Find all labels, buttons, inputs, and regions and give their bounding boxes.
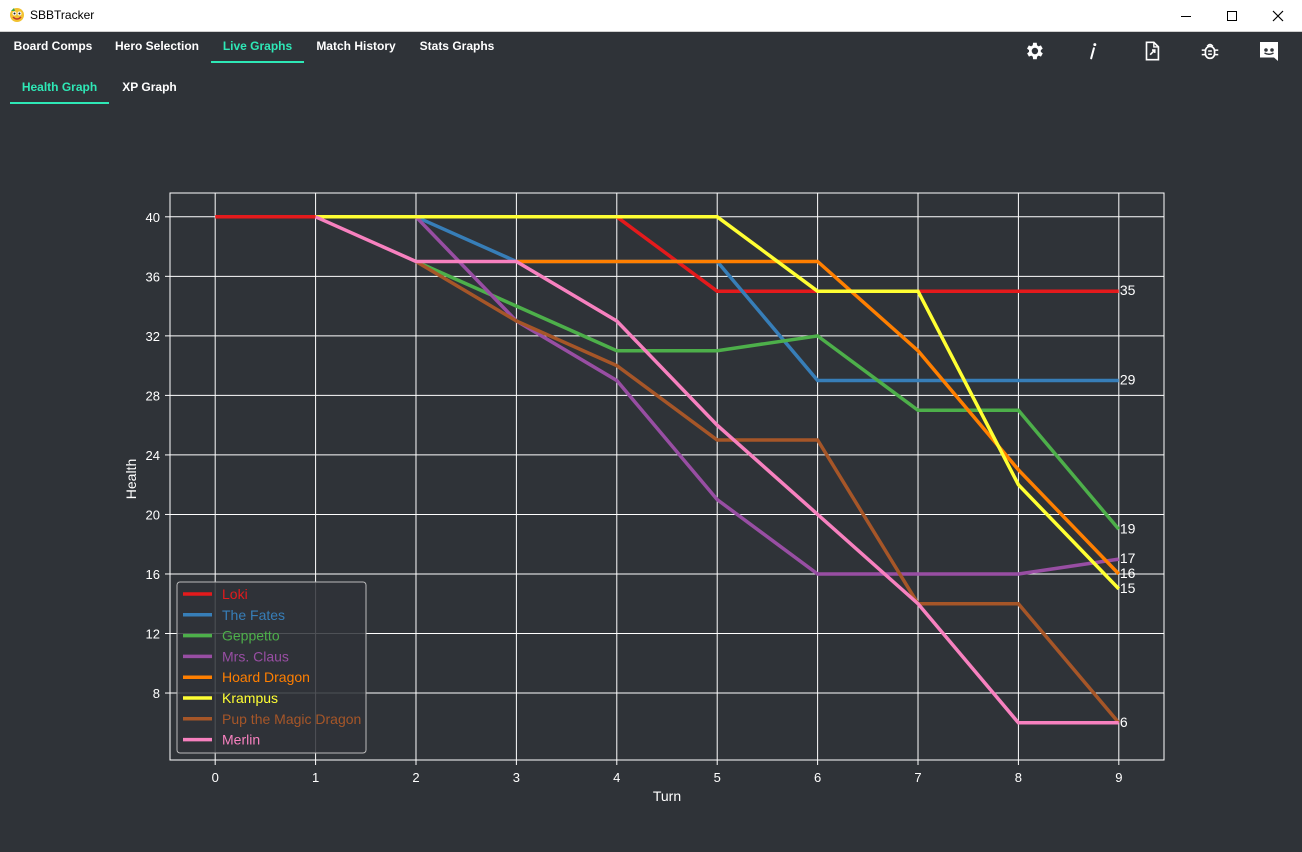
series-line-the-fates [415,215,1119,383]
series-line-pup-the-magic-dragon [415,259,1121,724]
tab-active-indicator [211,61,304,63]
end-value-label: 15 [1120,580,1136,596]
end-value-label: 35 [1120,282,1136,298]
series-line-loki [215,215,1119,293]
tab-stats-graphs[interactable]: Stats Graphs [419,39,495,53]
app-logo-icon [10,8,24,22]
title-bar: SBBTracker [0,0,1302,32]
y-tick-label: 16 [146,567,160,582]
subtab-active-indicator [10,102,109,104]
tab-hero-selection[interactable]: Hero Selection [114,39,200,53]
subtab-xp-graph[interactable]: XP Graph [122,80,177,94]
tab-live-graphs[interactable]: Live Graphs [222,39,293,53]
info-button[interactable] [1080,38,1106,64]
y-tick-label: 36 [146,269,160,284]
end-value-label: 19 [1120,520,1136,536]
tab-board-comps[interactable]: Board Comps [13,39,93,53]
y-tick-label: 12 [146,627,160,642]
x-tick-label: 2 [412,770,419,785]
series-line-mrs-claus [414,215,1120,576]
bug-icon [1201,43,1219,60]
legend-label: Krampus [222,690,278,706]
x-tick-label: 5 [714,770,721,785]
x-tick-label: 8 [1015,770,1022,785]
x-tick-label: 0 [212,770,219,785]
y-tick-label: 24 [146,448,160,463]
gear-icon [1027,42,1043,60]
legend-label: Hoard Dragon [222,669,310,685]
y-tick-label: 8 [153,686,160,701]
legend-label: Loki [222,586,248,602]
series-line-hoard-dragon [516,259,1121,576]
minimize-icon [1181,15,1191,17]
x-tick-label: 1 [312,770,319,785]
plot-area [169,192,1165,761]
legend-label: Geppetto [222,628,280,644]
discord-icon [1260,42,1278,61]
legend-label: The Fates [222,607,285,623]
x-tick-label: 3 [513,770,520,785]
legend: Loki The Fates Geppetto Mrs. Claus Hoard Dra… [176,581,367,754]
legend-label: Merlin [222,732,260,748]
x-tick-label: 4 [613,770,620,785]
minimize-button[interactable] [1163,0,1209,31]
y-tick-label: 32 [146,329,160,344]
end-value-label: 17 [1120,550,1136,566]
tab-match-history[interactable]: Match History [316,39,396,53]
maximize-icon [1227,10,1237,21]
window-title: SBBTracker [30,8,95,22]
series-line-krampus [315,215,1121,591]
legend-label: Pup the Magic Dragon [222,711,361,727]
x-tick-label: 7 [914,770,921,785]
x-tick-label: 9 [1115,770,1122,785]
y-tick-label: 28 [146,388,160,403]
series-line-geppetto [415,259,1121,531]
maximize-button[interactable] [1209,0,1255,31]
end-value-label: 6 [1120,714,1128,730]
y-axis-label: Health [123,459,139,499]
info-icon [1090,43,1097,60]
close-icon [1272,10,1284,21]
x-axis-label: Turn [653,788,681,804]
bug-report-button[interactable] [1197,38,1223,64]
series-line-merlin [314,215,1119,725]
end-value-label: 16 [1120,565,1136,581]
export-button[interactable] [1139,38,1165,64]
y-tick-label: 20 [146,507,160,522]
legend-label: Mrs. Claus [222,648,289,664]
discord-button[interactable] [1256,38,1282,64]
settings-button[interactable] [1021,38,1047,64]
close-button[interactable] [1255,0,1301,31]
y-tick-label: 40 [146,210,160,225]
export-file-icon [1145,41,1160,61]
subtab-health-graph[interactable]: Health Graph [21,80,98,94]
x-tick-label: 6 [814,770,821,785]
end-value-label: 29 [1120,372,1136,388]
